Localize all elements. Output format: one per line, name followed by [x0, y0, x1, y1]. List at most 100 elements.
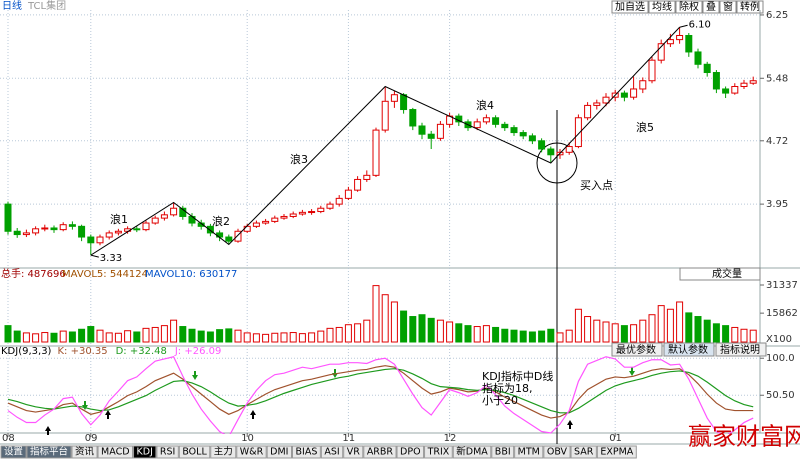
tab[interactable] [491, 445, 515, 459]
tab[interactable] [543, 445, 571, 459]
candle-body [630, 88, 638, 98]
volume-bar [657, 305, 665, 343]
candle-body [372, 129, 380, 176]
y-tick-label: 50.50 [766, 390, 795, 401]
tab-label[interactable]: DMI [270, 447, 288, 458]
volume-bar [197, 330, 205, 343]
tab[interactable] [133, 445, 157, 459]
tab-label[interactable]: DPO [400, 447, 421, 458]
toolbar-button[interactable]: 除权 [679, 0, 699, 13]
wave-line [90, 26, 680, 256]
tab-label[interactable]: BIAS [296, 447, 318, 458]
tab-label[interactable]: ASI [324, 447, 339, 458]
tab-label[interactable]: BBI [495, 447, 511, 458]
volume-bar [390, 301, 398, 343]
param-button-label[interactable]: 默认参数 [668, 343, 708, 356]
candle-body [418, 125, 426, 135]
tab[interactable] [396, 445, 425, 459]
tab[interactable] [156, 445, 179, 459]
tab[interactable] [343, 445, 364, 459]
kdj-annotation: 小于20 [482, 394, 518, 407]
toolbar-button[interactable]: 窗 [723, 0, 733, 13]
tab[interactable] [210, 445, 237, 459]
volume-bar [418, 314, 426, 343]
tab[interactable] [71, 445, 98, 459]
volume-bar [473, 326, 481, 343]
param-button[interactable] [611, 342, 663, 357]
tab[interactable] [266, 445, 292, 459]
tab[interactable] [570, 445, 597, 459]
volume-bar [427, 317, 435, 343]
volume-bar [151, 326, 159, 343]
volume-bar [630, 324, 638, 343]
toolbar-button[interactable]: 叠 [706, 1, 716, 13]
y-tick-label: 15862 [766, 308, 798, 319]
volume-bar [464, 325, 472, 343]
tab-label[interactable]: W&R [240, 447, 264, 458]
volume-bar [482, 325, 490, 343]
candle-body [703, 63, 711, 74]
tab[interactable] [26, 445, 72, 459]
tab[interactable] [236, 445, 267, 459]
param-button[interactable] [663, 342, 715, 357]
volume-bar [262, 333, 270, 343]
candle-body [4, 203, 12, 232]
tab-label[interactable]: ARBR [367, 447, 394, 458]
tab-label[interactable]: KDJ [137, 447, 153, 458]
tab[interactable] [97, 445, 134, 459]
candle-body [344, 189, 352, 199]
candle-body [50, 227, 58, 231]
volume-bar [317, 330, 325, 343]
tab-label[interactable]: 主力 [214, 446, 233, 458]
volume-bar [160, 325, 168, 343]
tab[interactable] [178, 445, 211, 459]
volume-bar [381, 294, 389, 343]
dropdown-label[interactable]: 成交量 [712, 267, 742, 280]
tab-label[interactable]: RSI [160, 447, 175, 458]
kdj-annotation: 指标为18, [482, 381, 533, 395]
tab-label[interactable]: 资讯 [75, 447, 95, 458]
param-button[interactable] [715, 342, 767, 357]
candle-body [565, 146, 573, 153]
tab[interactable] [452, 445, 492, 459]
param-button-label[interactable]: 指标说明 [720, 343, 760, 356]
tab-label[interactable]: TRIX [427, 447, 450, 458]
candle-body [584, 104, 592, 119]
legend-item: D: +32.48 [116, 346, 167, 357]
tab[interactable] [424, 445, 453, 459]
tab-label[interactable]: BOLL [182, 447, 207, 458]
candle-body [731, 86, 739, 94]
volume-bar [620, 325, 628, 343]
toolbar-button[interactable]: 转例 [740, 0, 760, 13]
volume-bar [271, 332, 279, 343]
toolbar-button[interactable]: 均线 [652, 0, 672, 13]
volume-bar [280, 332, 288, 343]
tab-label[interactable]: EXPMA [600, 447, 633, 458]
tab-label[interactable]: 设置 [4, 447, 23, 458]
tab[interactable] [596, 445, 637, 459]
dropdown[interactable] [679, 267, 761, 281]
candle-body [676, 35, 684, 41]
tab-label[interactable]: VR [347, 447, 360, 458]
tab[interactable] [320, 445, 344, 459]
y-tick-label: 5.48 [766, 73, 788, 84]
candle-body [657, 43, 665, 61]
tab-label[interactable]: OBV [547, 447, 568, 458]
tab[interactable] [292, 445, 321, 459]
tab[interactable] [363, 445, 397, 459]
toolbar-button[interactable]: 加自选 [615, 0, 645, 13]
volume-bar [142, 327, 150, 343]
candle-body [22, 232, 30, 236]
tab[interactable] [514, 445, 544, 459]
tab-label[interactable]: MACD [101, 447, 129, 458]
tab[interactable] [0, 445, 27, 459]
tab-label[interactable]: MTM [518, 447, 540, 458]
volume-bar [685, 312, 693, 343]
tab-label[interactable]: SAR [574, 447, 594, 458]
candle-body [492, 117, 500, 125]
tab-label[interactable]: 新DMA [456, 446, 488, 458]
candle-body [574, 117, 582, 148]
tab-label[interactable]: 指标平台 [30, 446, 68, 458]
param-button-label[interactable]: 最优参数 [616, 343, 656, 356]
